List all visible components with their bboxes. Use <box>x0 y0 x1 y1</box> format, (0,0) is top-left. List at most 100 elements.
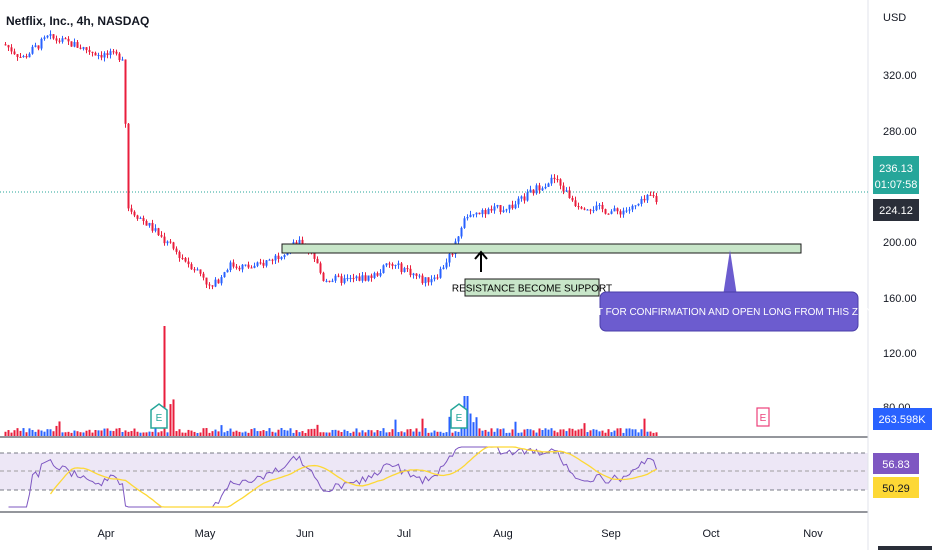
volume-bar <box>445 432 448 436</box>
volume-bar <box>61 432 64 436</box>
candle-body <box>247 264 250 268</box>
candle-body <box>490 208 493 211</box>
volume-bar <box>166 432 169 436</box>
candle-body <box>10 47 13 52</box>
candle-body <box>148 222 151 226</box>
volume-bar <box>172 399 175 436</box>
candle-body <box>616 208 619 212</box>
candle-body <box>649 194 652 196</box>
candle-body <box>577 206 580 208</box>
candle-body <box>154 228 157 231</box>
earnings-marker-1[interactable]: E <box>150 403 168 429</box>
volume-bar <box>565 431 568 436</box>
candle-body <box>355 276 358 279</box>
volume-bar <box>151 431 154 436</box>
volume-bar <box>424 428 427 436</box>
candle-body <box>94 52 97 56</box>
candle-body <box>199 269 202 274</box>
candle-body <box>229 262 232 271</box>
volume-bar <box>25 432 28 436</box>
volume-bar <box>76 431 79 436</box>
candle-body <box>151 222 154 231</box>
volume-bar <box>259 431 262 436</box>
volume-bar <box>487 431 490 436</box>
volume-bar <box>640 429 643 436</box>
candle-body <box>4 44 7 46</box>
candle-body <box>448 253 451 263</box>
volume-bar <box>187 429 190 436</box>
volume-bar <box>400 431 403 436</box>
candle-body <box>514 204 517 209</box>
volume-bar <box>316 424 319 436</box>
candle-body <box>595 205 598 211</box>
candle-body <box>67 38 70 42</box>
earnings-marker-2[interactable]: E <box>450 403 468 429</box>
volume-bar <box>277 429 280 436</box>
candle-body <box>637 203 640 206</box>
volume-bar <box>337 430 340 436</box>
candle-body <box>619 211 622 215</box>
candle-body <box>496 204 499 207</box>
volume-bar <box>55 425 58 436</box>
candle-body <box>298 239 301 245</box>
candle-body <box>76 42 79 48</box>
main-pane[interactable] <box>0 0 868 436</box>
candle-body <box>265 260 268 266</box>
volume-bar <box>58 421 61 436</box>
candle-body <box>16 54 19 57</box>
callout-box[interactable] <box>599 291 859 332</box>
volume-bar <box>244 431 247 436</box>
volume-bar <box>157 432 160 436</box>
candle-body <box>643 198 646 201</box>
candle-body <box>409 268 412 276</box>
volume-bar <box>418 431 421 436</box>
candle-body <box>403 268 406 272</box>
volume-bar <box>367 429 370 436</box>
candle-body <box>583 208 586 210</box>
candle-body <box>421 275 424 284</box>
candle-body <box>505 209 508 211</box>
candle-body <box>280 257 283 260</box>
volume-bar <box>481 430 484 436</box>
volume-bar <box>460 425 463 436</box>
candle-body <box>169 241 172 243</box>
volume-bar <box>361 430 364 436</box>
volume-bar <box>193 431 196 436</box>
candle-body <box>481 210 484 215</box>
support-zone[interactable] <box>281 243 802 254</box>
candle-body <box>604 209 607 214</box>
candle-body <box>136 215 139 219</box>
volume-bar <box>235 430 238 436</box>
candle-body <box>580 207 583 209</box>
volume-bar <box>106 428 109 436</box>
volume-bar <box>67 431 70 436</box>
candle-body <box>97 55 100 57</box>
candle-body <box>28 53 31 58</box>
volume-bar <box>226 430 229 436</box>
candle-body <box>70 41 73 47</box>
time-label-jun: Jun <box>296 528 314 540</box>
volume-bar <box>535 432 538 436</box>
volume-bar <box>529 429 532 436</box>
volume-bar <box>136 431 139 436</box>
volume-bar <box>541 430 544 436</box>
volume-bar <box>646 431 649 436</box>
volume-bar <box>145 432 148 436</box>
volume-bar <box>238 431 241 436</box>
candle-body <box>331 280 334 282</box>
candle-body <box>121 59 124 61</box>
candle-body <box>157 228 160 236</box>
candle-body <box>19 56 22 58</box>
candle-body <box>376 273 379 276</box>
candle-body <box>37 45 40 49</box>
volume-bar <box>28 428 31 436</box>
volume-bar <box>526 428 529 436</box>
candle-body <box>46 35 49 38</box>
support-label-box[interactable] <box>464 278 600 297</box>
volume-bar <box>322 432 325 436</box>
volume-bar <box>289 428 292 436</box>
scroll-handle[interactable] <box>878 546 932 550</box>
volume-bar <box>550 428 553 436</box>
earnings-marker-3[interactable]: E <box>756 407 770 427</box>
